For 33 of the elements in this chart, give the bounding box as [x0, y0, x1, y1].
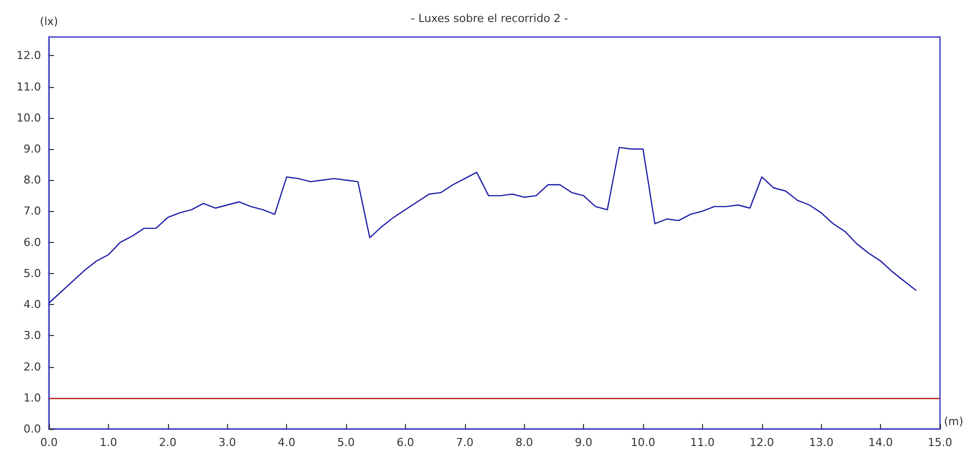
y-tick-label: 4.0 — [24, 298, 41, 312]
x-tick-label: 8.0 — [515, 436, 533, 449]
y-tick-label: 9.0 — [24, 142, 41, 156]
y-axis-title: (lx) — [40, 15, 58, 28]
x-tick-label: 9.0 — [574, 436, 592, 449]
y-tick-label: 1.0 — [24, 391, 41, 404]
y-tick-label: 0.0 — [24, 422, 41, 436]
x-tick-label: 3.0 — [218, 436, 236, 449]
x-tick-label: 2.0 — [159, 436, 177, 449]
x-tick-label: 4.0 — [278, 436, 296, 449]
x-tick-label: 13.0 — [808, 436, 834, 449]
y-tick-label: 7.0 — [24, 204, 41, 218]
x-tick-label: 11.0 — [690, 436, 715, 449]
y-tick-label: 10.0 — [16, 111, 41, 124]
y-tick-label: 5.0 — [24, 266, 41, 280]
x-axis-title: (m) — [944, 415, 964, 428]
x-tick-label: 5.0 — [337, 436, 355, 449]
x-tick-label: 15.0 — [928, 436, 952, 449]
x-tick-label: 12.0 — [750, 436, 774, 449]
x-tick-label: 0.0 — [40, 436, 58, 449]
y-tick-label: 2.0 — [24, 360, 41, 374]
x-tick-label: 7.0 — [456, 436, 474, 449]
x-tick-label: 1.0 — [100, 436, 118, 449]
y-tick-label: 8.0 — [24, 174, 41, 187]
x-tick-label: 14.0 — [868, 436, 893, 449]
line-series — [48, 146, 917, 304]
chart-title: - Luxes sobre el recorrido 2 - — [410, 12, 568, 25]
y-tick-label: 11.0 — [16, 80, 41, 94]
x-tick-label: 6.0 — [396, 436, 414, 449]
y-tick-label: 6.0 — [24, 236, 41, 249]
x-tick-label: 10.0 — [630, 436, 656, 449]
y-tick-label: 3.0 — [24, 329, 41, 342]
y-tick-label: 12.0 — [16, 49, 41, 62]
